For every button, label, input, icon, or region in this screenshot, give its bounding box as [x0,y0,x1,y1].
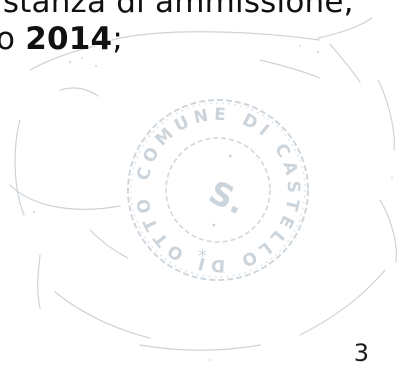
body-text-line-1: istanza di ammissione, [0,0,354,20]
svg-text:*: * [198,246,207,267]
year-bold: 2014 [25,21,113,57]
line2-suffix: ; [112,21,123,57]
stamp-center-text: S. [203,173,251,222]
svg-text:·: · [223,149,237,165]
line2-prefix: o [0,21,16,57]
svg-text:·: · [207,218,221,234]
page-number: 3 [353,339,369,367]
body-text-line-2: o 2014; [0,21,123,57]
